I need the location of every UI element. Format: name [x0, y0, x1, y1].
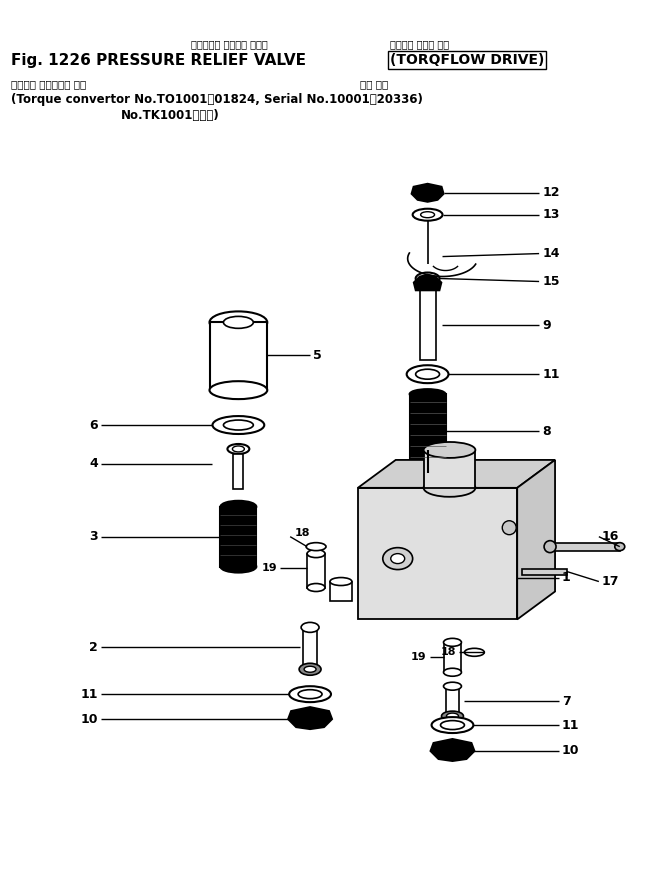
Text: 16: 16 — [602, 530, 619, 544]
Ellipse shape — [224, 316, 253, 328]
Ellipse shape — [209, 381, 267, 399]
Ellipse shape — [209, 312, 267, 334]
Ellipse shape — [416, 273, 440, 285]
Text: 10: 10 — [562, 745, 580, 758]
Bar — [209, 322, 267, 390]
Bar — [420, 290, 436, 361]
Text: 8: 8 — [542, 424, 551, 437]
Text: 7: 7 — [562, 695, 570, 707]
Text: 18: 18 — [441, 647, 457, 658]
Ellipse shape — [410, 463, 445, 473]
Ellipse shape — [502, 521, 517, 535]
Polygon shape — [517, 460, 555, 619]
Ellipse shape — [422, 275, 434, 281]
Ellipse shape — [307, 550, 325, 557]
Text: 19: 19 — [411, 652, 426, 662]
Bar — [410, 395, 445, 468]
Ellipse shape — [330, 577, 352, 585]
Text: 3: 3 — [89, 530, 98, 544]
Text: (Torque convertor No.TO1001～01824, Serial No.10001～20336): (Torque convertor No.TO1001～01824, Seria… — [11, 93, 423, 106]
Bar — [307, 554, 325, 588]
Ellipse shape — [544, 541, 556, 552]
Ellipse shape — [413, 209, 443, 220]
Ellipse shape — [220, 561, 257, 572]
Text: 10: 10 — [80, 712, 98, 726]
Ellipse shape — [443, 668, 461, 676]
Text: Fig. 1226 PRESSURE RELIEF VALVE: Fig. 1226 PRESSURE RELIEF VALVE — [11, 53, 307, 68]
Polygon shape — [412, 184, 443, 202]
Text: 12: 12 — [542, 186, 559, 199]
Ellipse shape — [443, 682, 461, 690]
Ellipse shape — [440, 720, 465, 730]
Ellipse shape — [432, 717, 473, 733]
Text: 11: 11 — [80, 688, 98, 700]
Ellipse shape — [298, 690, 322, 699]
Text: 1: 1 — [562, 571, 570, 584]
Bar — [330, 582, 352, 602]
Bar — [303, 627, 317, 669]
Ellipse shape — [306, 543, 326, 550]
Polygon shape — [358, 460, 555, 488]
Bar — [443, 642, 461, 672]
Bar — [234, 454, 243, 489]
Bar — [424, 450, 475, 488]
Text: 19: 19 — [262, 563, 277, 572]
Ellipse shape — [424, 479, 475, 496]
Ellipse shape — [424, 442, 475, 458]
Ellipse shape — [213, 416, 265, 434]
Ellipse shape — [615, 543, 624, 550]
Ellipse shape — [299, 664, 321, 675]
Polygon shape — [358, 488, 517, 619]
Bar — [220, 507, 257, 566]
Text: 適用 号機: 適用 号機 — [360, 79, 388, 89]
Bar — [550, 543, 620, 550]
Ellipse shape — [416, 369, 440, 379]
Ellipse shape — [224, 420, 253, 430]
Text: 5: 5 — [313, 348, 322, 361]
Text: 14: 14 — [542, 247, 559, 260]
Ellipse shape — [301, 623, 319, 632]
Ellipse shape — [220, 501, 257, 513]
Polygon shape — [414, 274, 442, 290]
Ellipse shape — [307, 584, 325, 591]
Text: プレッシャ リリーフ バルブ: プレッシャ リリーフ バルブ — [191, 39, 267, 50]
Polygon shape — [430, 739, 474, 761]
Text: 11: 11 — [542, 368, 559, 381]
Text: 4: 4 — [89, 457, 98, 470]
Ellipse shape — [383, 548, 413, 570]
Text: No.TK1001～．　): No.TK1001～． ) — [121, 109, 220, 122]
Text: 6: 6 — [89, 419, 98, 431]
Ellipse shape — [420, 212, 434, 218]
Bar — [522, 569, 567, 575]
Bar — [445, 686, 459, 716]
Text: （トルク コンバータ 号機: （トルク コンバータ 号機 — [11, 79, 87, 89]
Ellipse shape — [442, 711, 463, 721]
Text: （トルク フロー 式）: （トルク フロー 式） — [390, 39, 449, 50]
Text: 13: 13 — [542, 208, 559, 221]
Ellipse shape — [232, 446, 244, 452]
Polygon shape — [288, 707, 332, 729]
Ellipse shape — [228, 444, 249, 454]
Text: (TORQFLOW DRIVE): (TORQFLOW DRIVE) — [390, 53, 544, 67]
Text: 18: 18 — [295, 528, 311, 537]
Ellipse shape — [304, 666, 316, 672]
Ellipse shape — [465, 648, 484, 656]
Ellipse shape — [407, 365, 449, 383]
Text: 17: 17 — [602, 575, 619, 588]
Ellipse shape — [410, 389, 445, 399]
Text: 15: 15 — [542, 275, 559, 288]
Ellipse shape — [289, 686, 331, 702]
Ellipse shape — [447, 713, 459, 719]
Text: 9: 9 — [542, 319, 551, 332]
Ellipse shape — [391, 554, 405, 564]
Ellipse shape — [443, 638, 461, 646]
Text: 11: 11 — [562, 719, 580, 732]
Text: 2: 2 — [89, 641, 98, 654]
